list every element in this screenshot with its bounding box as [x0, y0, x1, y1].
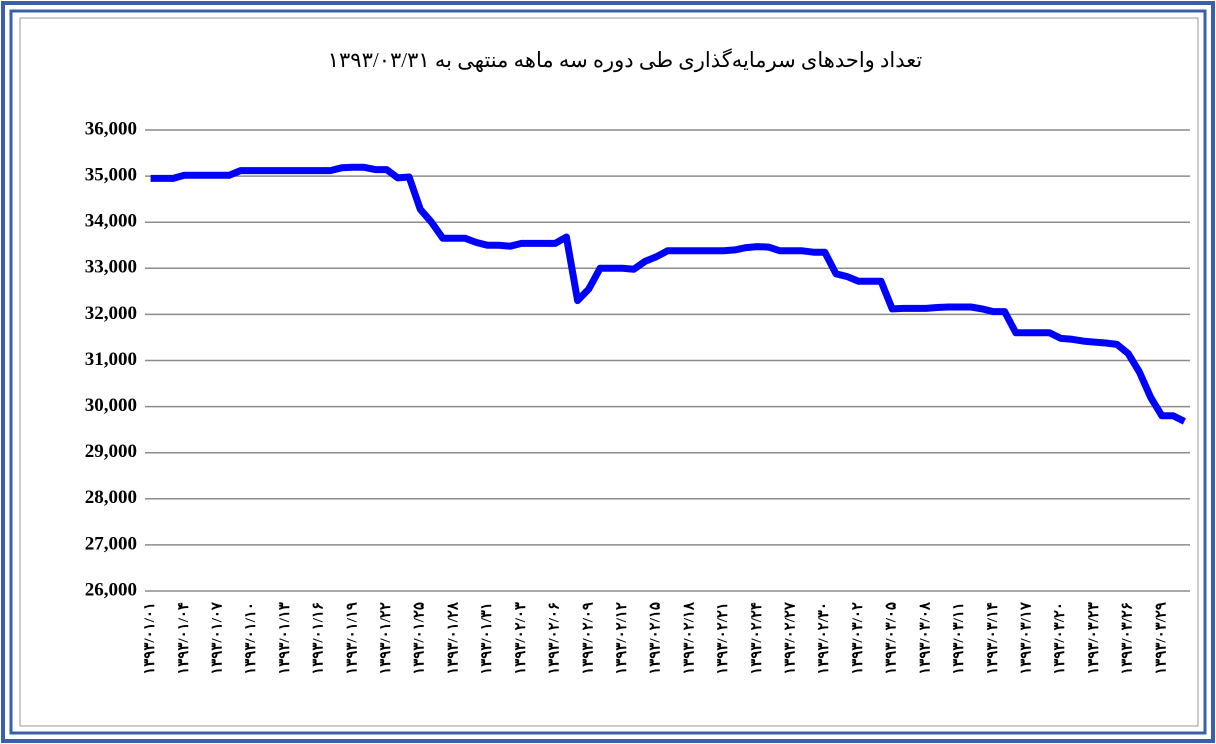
- y-tick-label: 31,000: [85, 349, 137, 370]
- x-tick-label: ۱۳۹۳/۰۲/۲۱: [715, 602, 731, 675]
- y-tick-label: 28,000: [85, 487, 137, 508]
- y-tick-label: 36,000: [85, 118, 137, 139]
- x-tick-label: ۱۳۹۳/۰۲/۰۹: [580, 602, 596, 675]
- chart-area: [19, 17, 1199, 727]
- x-tick-label: ۱۳۹۳/۰۲/۲۷: [783, 601, 799, 675]
- chart-title: تعداد واحدهای سرمایه‌گذاری طی دوره سه ما…: [328, 48, 923, 73]
- y-tick-label: 35,000: [85, 164, 137, 185]
- x-tick-label: ۱۳۹۳/۰۱/۱۶: [311, 602, 327, 675]
- x-tick-label: ۱۳۹۳/۰۱/۲۲: [378, 602, 394, 675]
- x-tick-label: ۱۳۹۳/۰۳/۰۵: [884, 602, 900, 675]
- y-tick-label: 26,000: [85, 579, 137, 600]
- x-tick-label: ۱۳۹۳/۰۱/۲۸: [445, 601, 461, 675]
- y-tick-label: 29,000: [85, 441, 137, 462]
- x-tick-label: ۱۳۹۳/۰۳/۱۴: [985, 602, 1001, 675]
- x-tick-label: ۱۳۹۳/۰۲/۱۸: [681, 601, 697, 675]
- x-tick-label: ۱۳۹۳/۰۳/۱۱: [951, 602, 967, 675]
- x-tick-label: ۱۳۹۳/۰۱/۳۱: [479, 602, 495, 675]
- x-tick-label: ۱۳۹۳/۰۳/۱۷: [1019, 601, 1035, 675]
- y-tick-label: 32,000: [85, 303, 137, 324]
- x-tick-label: ۱۳۹۳/۰۲/۲۴: [749, 602, 765, 675]
- x-tick-label: ۱۳۹۳/۰۱/۲۵: [412, 602, 428, 675]
- y-tick-label: 34,000: [85, 211, 137, 232]
- x-tick-label: ۱۳۹۳/۰۲/۱۲: [614, 602, 630, 675]
- x-tick-label: ۱۳۹۳/۰۳/۲۳: [1086, 602, 1102, 675]
- x-tick-label: ۱۳۹۳/۰۱/۱۳: [277, 602, 293, 675]
- x-tick-label: ۱۳۹۳/۰۳/۲۹: [1153, 602, 1169, 675]
- x-tick-label: ۱۳۹۳/۰۱/۱۰: [243, 602, 259, 675]
- x-tick-label: ۱۳۹۳/۰۱/۰۴: [176, 602, 192, 675]
- data-line: [150, 163, 1186, 425]
- x-tick-label: ۱۳۹۳/۰۳/۰۲: [850, 602, 866, 675]
- x-tick-label: ۱۳۹۳/۰۲/۰۶: [547, 602, 563, 675]
- x-tick-label: ۱۳۹۳/۰۱/۰۱: [142, 602, 158, 675]
- x-tick-label: ۱۳۹۳/۰۲/۰۳: [513, 602, 529, 675]
- frame-inner: [9, 9, 1207, 735]
- x-tick-label: ۱۳۹۳/۰۱/۱۹: [344, 602, 360, 675]
- y-tick-label: 33,000: [85, 257, 137, 278]
- y-tick-label: 27,000: [85, 533, 137, 554]
- x-tick-label: ۱۳۹۳/۰۳/۲۰: [1052, 602, 1068, 675]
- x-tick-label: ۱۳۹۳/۰۳/۲۶: [1120, 602, 1136, 675]
- x-tick-label: ۱۳۹۳/۰۲/۳۰: [816, 602, 832, 675]
- x-tick-label: ۱۳۹۳/۰۲/۱۵: [648, 602, 664, 675]
- x-tick-label: ۱۳۹۳/۰۱/۰۷: [209, 601, 225, 675]
- x-tick-label: ۱۳۹۳/۰۳/۰۸: [917, 601, 933, 675]
- y-tick-label: 30,000: [85, 395, 137, 416]
